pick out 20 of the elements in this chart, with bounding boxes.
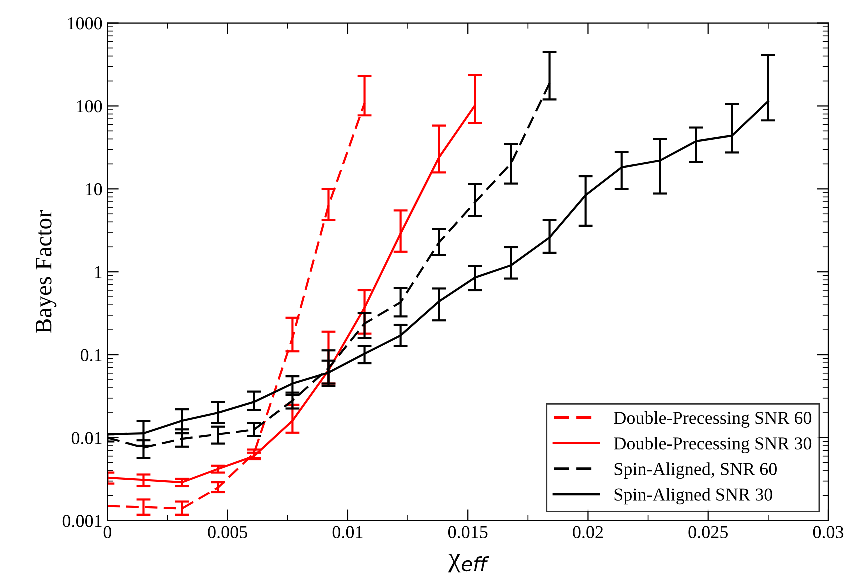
x-tick-label: 0.01 — [332, 526, 363, 539]
x-tick-label: 0 — [104, 526, 112, 538]
x-tick-label: 0.005 — [208, 526, 248, 539]
legend-label: Spin-Aligned, SNR 60 — [614, 462, 777, 480]
y-tick-label: 1000 — [68, 18, 102, 30]
y-tick-label: 100 — [77, 100, 102, 113]
y-tick-label: 0.001 — [62, 515, 102, 528]
x-axis-title: χ$_{eff}$ — [448, 554, 490, 573]
x-tick-label: 0.02 — [573, 526, 604, 539]
y-axis-title: Bayes Factor — [36, 210, 57, 334]
x-tick-label: 0.025 — [688, 526, 728, 539]
y-tick-label: 1 — [95, 266, 102, 278]
legend-label: Double-Precessing SNR 30 — [614, 437, 812, 454]
y-tick-label: 0.01 — [72, 432, 102, 444]
legend-label: Spin-Aligned SNR 30 — [614, 488, 772, 505]
x-tick-label: 0.03 — [813, 526, 844, 539]
x-tick-label: 0.015 — [448, 526, 488, 539]
y-tick-label: 10 — [86, 183, 102, 196]
legend-label: Double-Precessing SNR 60 — [614, 412, 812, 428]
y-tick-label: 0.1 — [80, 349, 102, 362]
